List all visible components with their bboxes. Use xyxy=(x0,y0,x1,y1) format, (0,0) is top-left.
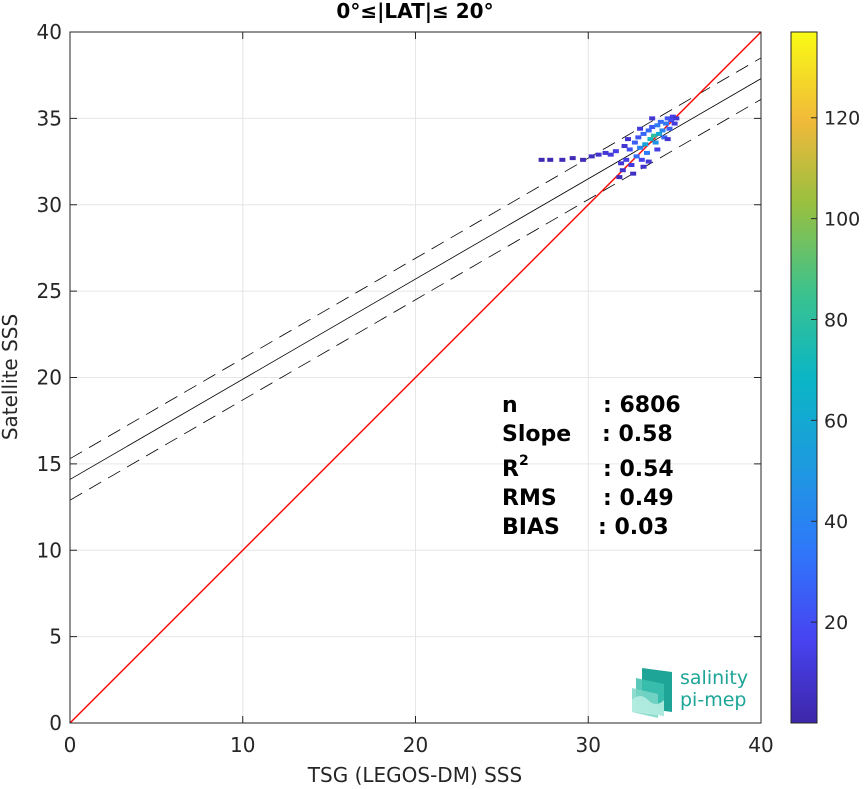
density-cell xyxy=(654,123,661,128)
density-cell xyxy=(654,147,661,152)
stat-bias-label: BIAS xyxy=(502,515,560,540)
density-cell xyxy=(602,150,609,155)
stat-slope-label: Slope xyxy=(502,422,571,447)
density-cell xyxy=(626,147,633,152)
density-cell xyxy=(659,128,666,133)
density-cell xyxy=(638,157,645,162)
y-axis-label: Satellite SSS xyxy=(0,314,22,440)
density-cell xyxy=(649,116,656,121)
density-cell xyxy=(664,137,671,142)
density-cell xyxy=(630,171,637,176)
y-tick-label: 20 xyxy=(37,366,62,390)
stat-r2-base: R xyxy=(502,457,519,482)
colorbar-tick-label: 100 xyxy=(824,209,860,231)
y-tick-label: 35 xyxy=(37,106,62,130)
x-tick-label: 0 xyxy=(64,733,77,757)
density-cell xyxy=(580,157,587,162)
chart-title: 0°≤|LAT|≤ 20° xyxy=(336,0,493,23)
density-cell xyxy=(637,126,644,131)
density-cell xyxy=(673,116,680,121)
stats-box: n : 6806 Slope : 0.58 R2 : 0.54 RMS : 0.… xyxy=(502,393,681,540)
logo-text-line2: pi-mep xyxy=(680,689,746,711)
y-tick-label: 40 xyxy=(37,20,62,44)
y-tick-label: 10 xyxy=(37,538,62,562)
density-cell xyxy=(628,163,635,168)
y-tick-label: 15 xyxy=(37,452,62,476)
density-cell xyxy=(631,140,638,145)
stat-slope-value: : 0.58 xyxy=(602,422,673,447)
density-cell xyxy=(595,152,602,157)
density-cell xyxy=(612,149,619,154)
stat-n-value: : 6806 xyxy=(603,393,681,418)
density-cell xyxy=(643,150,650,155)
density-cell xyxy=(645,128,652,133)
identity-line xyxy=(70,32,761,723)
density-cell xyxy=(666,126,673,131)
density-cell xyxy=(640,131,647,136)
density-cell xyxy=(569,156,576,161)
density-cell xyxy=(607,152,614,157)
density-cell xyxy=(618,161,625,166)
density-cell xyxy=(650,133,657,138)
density-cell xyxy=(559,157,566,162)
density-cell xyxy=(635,135,642,140)
stat-r2-label: R2 xyxy=(502,453,529,482)
x-tick-label: 20 xyxy=(403,733,428,757)
fit-upper-dashed-line xyxy=(70,57,761,460)
density-cell xyxy=(649,125,656,130)
stat-r2-value: : 0.54 xyxy=(603,457,674,482)
colorbar-tick-label: 40 xyxy=(824,511,848,533)
density-cell xyxy=(621,144,628,149)
density-cell xyxy=(637,145,644,150)
density-points xyxy=(538,114,680,180)
density-cell xyxy=(656,131,663,136)
density-cell xyxy=(642,142,649,147)
y-tick-label: 0 xyxy=(49,711,62,735)
density-cell xyxy=(668,118,675,123)
x-tick-label: 30 xyxy=(576,733,601,757)
y-tick-label: 25 xyxy=(37,279,62,303)
salinity-pimep-logo: salinity pi-mep xyxy=(632,667,748,718)
colorbar-tick-label: 20 xyxy=(824,612,848,634)
y-tick-label: 30 xyxy=(37,193,62,217)
stat-rms-label: RMS xyxy=(502,486,557,511)
x-tick-label: 10 xyxy=(230,733,255,757)
logo-text-line1: salinity xyxy=(680,667,748,689)
y-tick-label: 5 xyxy=(49,625,62,649)
colorbar-ticks: 20 40 60 80 100 120 xyxy=(811,108,860,634)
density-cell xyxy=(633,154,640,159)
stat-bias-value: : 0.03 xyxy=(598,515,669,540)
stat-r2-sup: 2 xyxy=(519,453,529,469)
density-cell xyxy=(640,164,647,169)
colorbar xyxy=(790,31,818,724)
x-tick-label: 40 xyxy=(748,733,773,757)
x-axis-label: TSG (LEGOS-DM) SSS xyxy=(307,763,522,787)
density-cell xyxy=(652,140,659,145)
density-cell xyxy=(588,154,595,159)
density-cell xyxy=(671,121,678,126)
density-cell xyxy=(647,137,654,142)
stat-n-label: n xyxy=(502,393,518,418)
density-cell xyxy=(619,168,626,173)
density-cell xyxy=(623,157,630,162)
density-cell xyxy=(624,137,631,142)
density-cell xyxy=(661,135,668,140)
colorbar-tick-label: 60 xyxy=(824,410,848,432)
colorbar-tick-label: 120 xyxy=(824,108,860,130)
density-cell xyxy=(662,121,669,126)
density-cell xyxy=(538,157,545,162)
density-cell xyxy=(664,116,671,121)
colorbar-tick-label: 80 xyxy=(824,309,848,331)
density-cell xyxy=(616,175,623,180)
y-axis-ticks: 0 5 10 15 20 25 30 35 40 xyxy=(37,20,761,735)
density-cell xyxy=(547,157,554,162)
stat-rms-value: : 0.49 xyxy=(603,486,674,511)
x-axis-ticks: 0 10 20 30 40 xyxy=(64,32,774,757)
density-cell xyxy=(669,114,676,119)
density-cell xyxy=(657,119,664,124)
logo-mark-icon xyxy=(632,668,672,718)
density-cell xyxy=(645,159,652,164)
